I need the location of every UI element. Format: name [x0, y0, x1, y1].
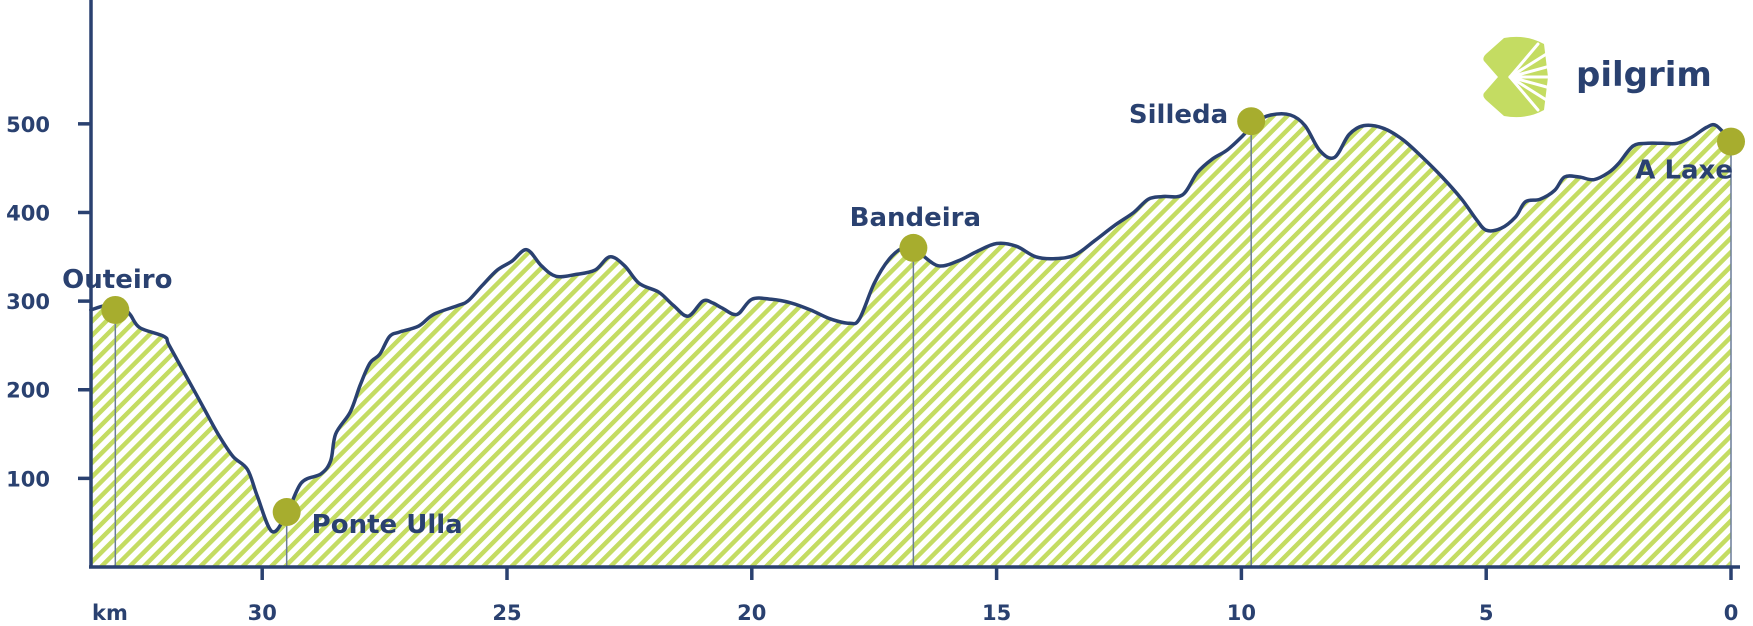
- y-tick-label: 400: [6, 201, 50, 225]
- pilgrim-logo: pilgrim: [1483, 36, 1712, 118]
- elevation-profile-line: [89, 112, 1733, 534]
- y-tick-label: 200: [6, 379, 50, 403]
- location-label: Ponte Ulla: [312, 510, 463, 540]
- elevation-area-fill: [90, 113, 1731, 568]
- location-marker: [899, 233, 928, 262]
- location-label: Bandeira: [850, 203, 981, 233]
- x-tick-label: 15: [982, 601, 1011, 625]
- x-tick-label: 0: [1724, 601, 1739, 625]
- location-marker: [1237, 107, 1266, 136]
- x-tick-label: 5: [1479, 601, 1494, 625]
- location-label: Outeiro: [62, 265, 172, 295]
- y-tick-label: 300: [6, 290, 50, 314]
- y-tick-label: 500: [6, 113, 50, 137]
- x-tick-label: 10: [1227, 601, 1256, 625]
- x-tick-label: 30: [248, 601, 277, 625]
- y-tick-label: 100: [6, 467, 50, 491]
- location-marker: [1717, 127, 1745, 156]
- x-tick-label: 20: [737, 601, 766, 625]
- brand-name: pilgrim: [1576, 55, 1712, 95]
- x-tick-label: 25: [492, 601, 521, 625]
- location-marker: [272, 498, 301, 527]
- location-label: Silleda: [1129, 100, 1228, 130]
- scallop-shell-icon: [1483, 36, 1558, 118]
- location-label: A Laxe: [1635, 156, 1733, 186]
- x-axis-unit-label: km: [92, 601, 128, 625]
- location-marker: [101, 295, 130, 324]
